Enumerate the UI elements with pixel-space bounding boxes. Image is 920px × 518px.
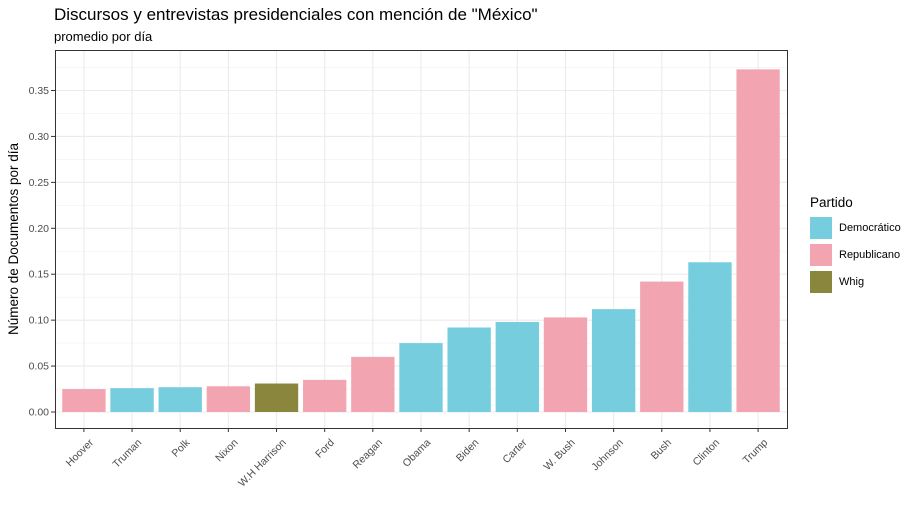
bar-polk bbox=[158, 387, 202, 412]
legend-item-republicano: Republicano bbox=[810, 243, 901, 267]
bar-hoover bbox=[62, 389, 106, 412]
bar-reagan bbox=[351, 356, 395, 412]
y-tick-label: 0.20 bbox=[29, 223, 50, 235]
x-tick-label: Ford bbox=[313, 437, 337, 461]
bar-truman bbox=[110, 388, 154, 412]
bar-w-h-harrison bbox=[254, 383, 299, 412]
bar-ford bbox=[303, 379, 347, 412]
bar-johnson bbox=[591, 309, 636, 412]
x-tick-label: Truman bbox=[110, 437, 144, 471]
x-tick-label: W. Bush bbox=[542, 437, 578, 473]
x-tick-label: Hoover bbox=[64, 436, 97, 469]
y-axis: 0.00 0.05 0.10 0.15 0.20 0.25 0.30 0.35 bbox=[29, 85, 55, 419]
legend-label-republicano: Republicano bbox=[839, 249, 901, 261]
bar-obama bbox=[399, 343, 443, 412]
x-tick-label: Polk bbox=[169, 436, 192, 459]
bar-w-bush bbox=[543, 317, 588, 412]
x-tick-label: Reagan bbox=[351, 437, 386, 472]
bar-trump bbox=[736, 69, 780, 412]
x-tick-label: Trump bbox=[741, 437, 771, 467]
legend-item-whig: Whig bbox=[810, 270, 901, 294]
legend-label-whig: Whig bbox=[839, 276, 865, 288]
x-tick-label: W.H Harrison bbox=[236, 437, 289, 490]
y-tick-label: 0.15 bbox=[29, 269, 50, 281]
y-tick-label: 0.05 bbox=[29, 361, 50, 373]
x-tick-label: Biden bbox=[454, 437, 482, 465]
bar-carter bbox=[495, 321, 539, 412]
y-tick-label: 0.00 bbox=[29, 407, 50, 419]
x-tick-label: Clinton bbox=[691, 437, 723, 469]
chart-subtitle: promedio por día bbox=[54, 29, 153, 44]
bars bbox=[62, 69, 780, 412]
legend-key-republicano bbox=[810, 244, 832, 266]
x-tick-label: Bush bbox=[649, 437, 675, 463]
y-axis-title: Número de Documentos por día bbox=[6, 142, 21, 335]
legend-title: Partido bbox=[810, 195, 853, 210]
legend-key-whig bbox=[810, 271, 832, 293]
legend-key-democratico bbox=[810, 217, 832, 239]
legend-label-democratico: Democrático bbox=[839, 222, 901, 234]
legend: Partido Democrático Republicano Whig bbox=[810, 195, 901, 297]
x-tick-label: Nixon bbox=[213, 437, 241, 465]
y-tick-label: 0.25 bbox=[29, 177, 50, 189]
x-tick-label: Johnson bbox=[589, 437, 626, 474]
y-tick-label: 0.30 bbox=[29, 131, 50, 143]
y-tick-label: 0.10 bbox=[29, 315, 50, 327]
y-tick-label: 0.35 bbox=[29, 85, 50, 97]
bar-bush bbox=[640, 281, 684, 412]
legend-item-democratico: Democrático bbox=[810, 216, 901, 240]
x-tick-label: Obama bbox=[400, 437, 433, 470]
bar-clinton bbox=[688, 262, 732, 412]
chart-title: Discursos y entrevistas presidenciales c… bbox=[54, 5, 538, 24]
bar-biden bbox=[447, 327, 491, 412]
x-tick-label: Carter bbox=[500, 436, 529, 465]
bar-nixon bbox=[206, 386, 251, 412]
